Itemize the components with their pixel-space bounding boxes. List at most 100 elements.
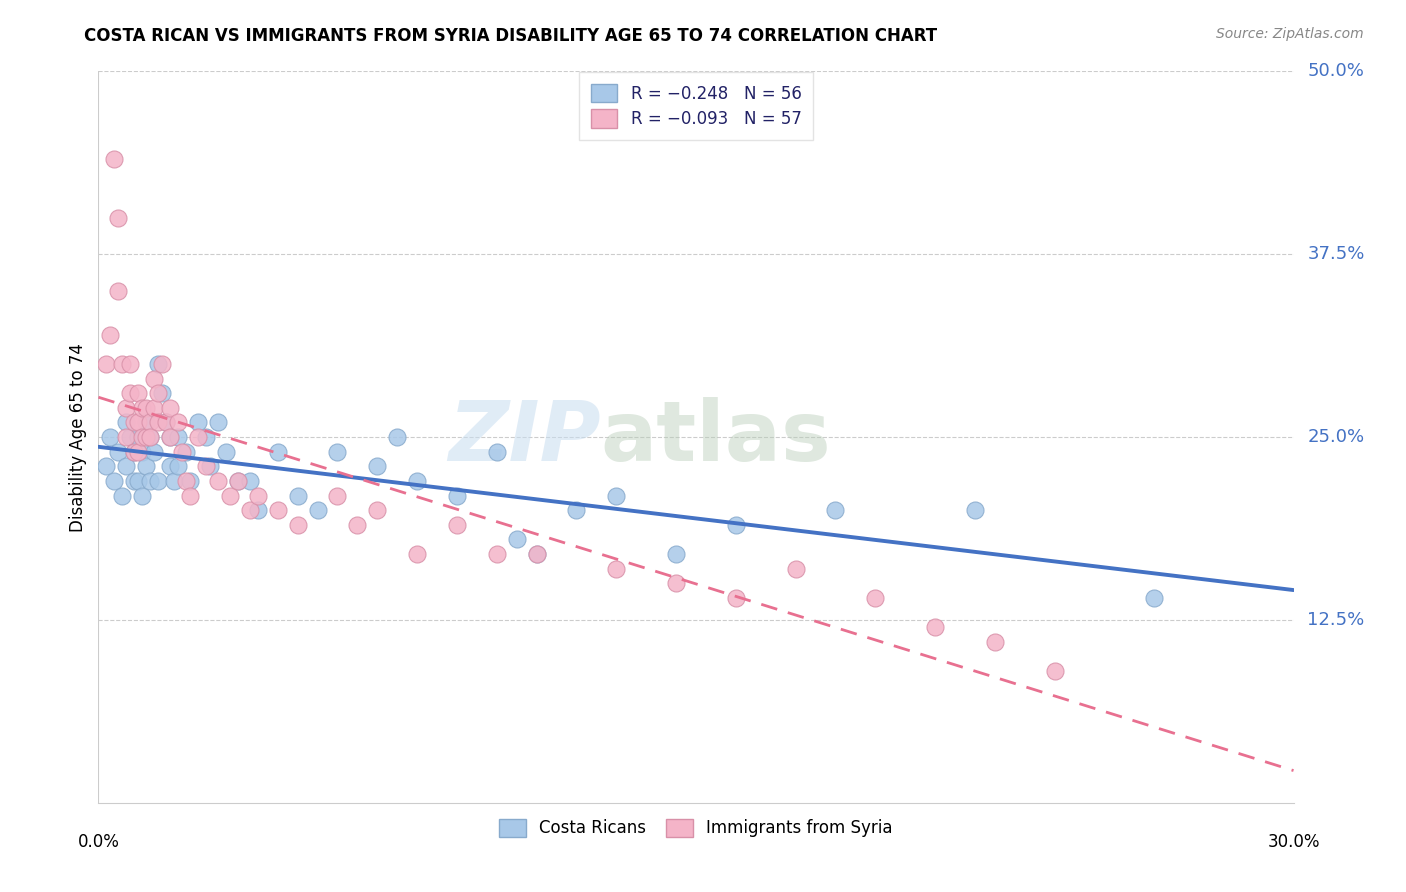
Point xyxy=(124,474,146,488)
Point xyxy=(135,459,157,474)
Point xyxy=(127,416,149,430)
Point xyxy=(115,416,138,430)
Point xyxy=(198,459,221,474)
Text: ZIP: ZIP xyxy=(447,397,600,477)
Point xyxy=(226,474,249,488)
Point xyxy=(124,444,146,458)
Point xyxy=(366,503,388,517)
Point xyxy=(143,444,166,458)
Point xyxy=(139,430,162,444)
Point xyxy=(287,517,309,532)
Point xyxy=(139,416,162,430)
Point xyxy=(984,635,1007,649)
Point xyxy=(406,474,429,488)
Point xyxy=(605,562,627,576)
Point xyxy=(246,489,269,503)
Point xyxy=(605,489,627,503)
Point xyxy=(446,489,468,503)
Point xyxy=(150,386,173,401)
Point xyxy=(120,357,142,371)
Text: Source: ZipAtlas.com: Source: ZipAtlas.com xyxy=(1216,27,1364,41)
Point xyxy=(159,430,181,444)
Point xyxy=(385,430,409,444)
Point xyxy=(485,547,508,561)
Point xyxy=(139,430,162,444)
Point xyxy=(148,357,170,371)
Point xyxy=(195,430,218,444)
Point xyxy=(148,474,170,488)
Point xyxy=(195,459,218,474)
Point xyxy=(485,444,508,458)
Point xyxy=(135,401,157,415)
Point xyxy=(131,430,153,444)
Point xyxy=(127,474,149,488)
Point xyxy=(139,474,162,488)
Point xyxy=(239,474,262,488)
Point xyxy=(107,211,129,225)
Point xyxy=(207,474,229,488)
Point xyxy=(366,459,388,474)
Text: 12.5%: 12.5% xyxy=(1308,611,1365,629)
Point xyxy=(287,489,309,503)
Point xyxy=(406,547,429,561)
Point xyxy=(307,503,329,517)
Point xyxy=(187,416,209,430)
Point xyxy=(107,284,129,298)
Point xyxy=(346,517,368,532)
Point xyxy=(246,503,269,517)
Point xyxy=(148,416,170,430)
Text: 37.5%: 37.5% xyxy=(1308,245,1365,263)
Point xyxy=(131,489,153,503)
Point xyxy=(159,430,181,444)
Point xyxy=(179,489,201,503)
Point xyxy=(159,459,181,474)
Point xyxy=(526,547,548,561)
Point xyxy=(103,152,125,166)
Text: 30.0%: 30.0% xyxy=(1267,833,1320,851)
Point xyxy=(326,444,349,458)
Point xyxy=(163,474,186,488)
Point xyxy=(135,416,157,430)
Point xyxy=(179,474,201,488)
Point xyxy=(665,576,688,591)
Point xyxy=(127,386,149,401)
Point xyxy=(131,444,153,458)
Point xyxy=(150,357,173,371)
Point xyxy=(131,401,153,415)
Point xyxy=(267,444,290,458)
Point xyxy=(446,517,468,532)
Point xyxy=(115,459,138,474)
Text: COSTA RICAN VS IMMIGRANTS FROM SYRIA DISABILITY AGE 65 TO 74 CORRELATION CHART: COSTA RICAN VS IMMIGRANTS FROM SYRIA DIS… xyxy=(84,27,938,45)
Point xyxy=(1043,664,1066,678)
Point xyxy=(127,444,149,458)
Point xyxy=(167,416,190,430)
Point xyxy=(159,401,181,415)
Point xyxy=(267,503,290,517)
Point xyxy=(96,357,118,371)
Point xyxy=(98,327,122,342)
Point xyxy=(174,444,197,458)
Point xyxy=(172,444,194,458)
Point xyxy=(143,401,166,415)
Point xyxy=(506,533,529,547)
Point xyxy=(115,401,138,415)
Point xyxy=(665,547,688,561)
Point xyxy=(865,591,887,605)
Point xyxy=(724,591,747,605)
Point xyxy=(226,474,249,488)
Point xyxy=(824,503,846,517)
Point xyxy=(120,386,142,401)
Point xyxy=(207,416,229,430)
Point xyxy=(785,562,807,576)
Point xyxy=(174,474,197,488)
Point xyxy=(135,430,157,444)
Point xyxy=(326,489,349,503)
Point xyxy=(526,547,548,561)
Point xyxy=(148,386,170,401)
Point xyxy=(107,444,129,458)
Point xyxy=(963,503,986,517)
Point xyxy=(124,416,146,430)
Point xyxy=(103,474,125,488)
Point xyxy=(124,444,146,458)
Y-axis label: Disability Age 65 to 74: Disability Age 65 to 74 xyxy=(69,343,87,532)
